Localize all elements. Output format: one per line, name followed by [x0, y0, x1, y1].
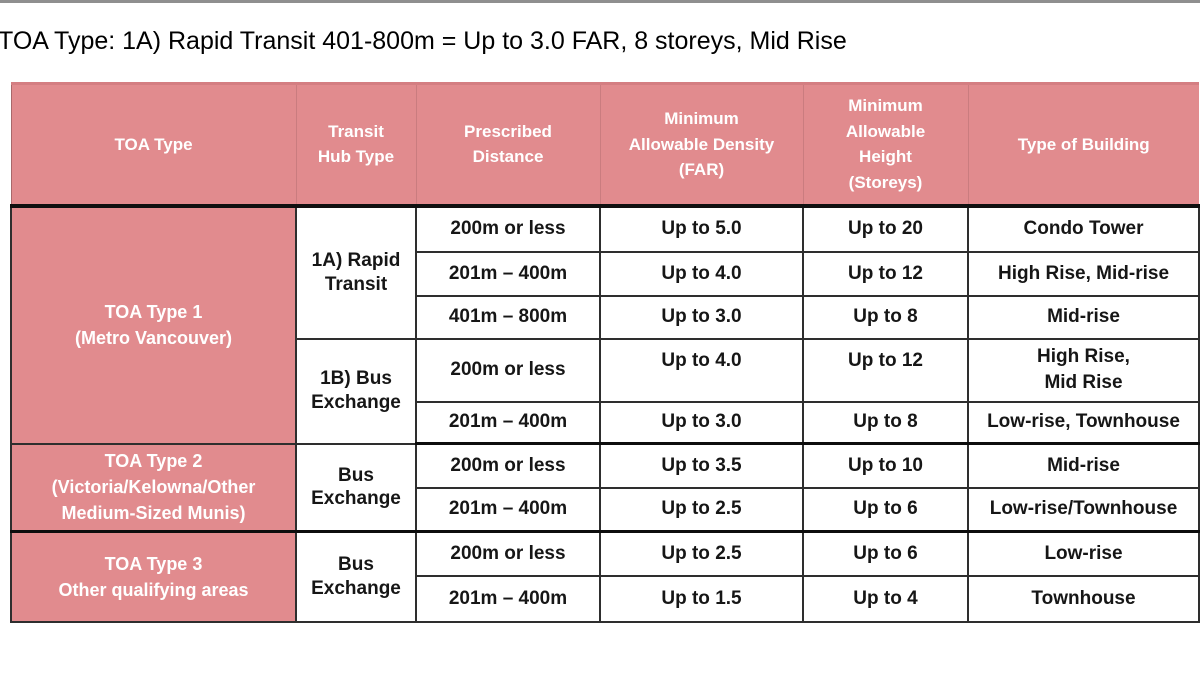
cell-toa-type-3: TOA Type 3 Other qualifying areas — [10, 530, 297, 623]
cell-height: Up to 12 — [802, 250, 969, 297]
cell-far: Up to 3.5 — [599, 442, 804, 489]
cell-distance: 201m – 400m — [415, 486, 601, 533]
header-cell-min-density: Minimum Allowable Density (FAR) — [599, 82, 803, 208]
table-row: TOA Type 3 Other qualifying areas Bus Ex… — [10, 530, 1200, 623]
cell-hub-type-2: Bus Exchange — [295, 442, 417, 533]
cell-height: Up to 8 — [802, 294, 969, 340]
cell-building: Low-rise, Townhouse — [967, 400, 1200, 445]
cell-far: Up to 4.0 — [599, 250, 804, 297]
header-cell-transit-hub-type: Transit Hub Type — [295, 82, 416, 208]
header-cell-min-height: Minimum Allowable Height (Storeys) — [802, 82, 968, 208]
table-row: 201m – 400m Up to 4.0 Up to 12 High Rise… — [11, 250, 1200, 297]
cell-distance: 200m or less — [415, 530, 601, 577]
cell-far: Up to 2.5 — [599, 530, 804, 577]
table-row: TOA Type 2 (Victoria/Kelowna/Other Mediu… — [10, 442, 1200, 533]
cell-height: Up to 4 — [802, 574, 969, 623]
cell-hub-type-3: Bus Exchange — [295, 530, 417, 623]
cell-building: Low-rise — [967, 530, 1200, 577]
header-cell-toa-type: TOA Type — [10, 82, 296, 208]
cell-hub-type-1a: 1A) Rapid Transit — [295, 204, 417, 340]
toa-table-wrapper: TOA Type Transit Hub Type Prescribed Dis… — [10, 82, 1200, 623]
cell-far: Up to 5.0 — [599, 204, 804, 253]
cell-far: Up to 4.0 — [599, 337, 804, 403]
cell-distance: 201m – 400m — [415, 400, 601, 445]
cell-height: Up to 6 — [802, 530, 969, 577]
toa-table: TOA Type Transit Hub Type Prescribed Dis… — [10, 82, 1200, 623]
cell-height: Up to 6 — [802, 486, 969, 533]
header-row: TOA Type Transit Hub Type Prescribed Dis… — [10, 82, 1199, 208]
cell-far: Up to 3.0 — [599, 294, 804, 340]
cell-far: Up to 2.5 — [599, 486, 804, 533]
cell-building: Low-rise/Townhouse — [967, 486, 1200, 533]
cell-distance: 200m or less — [415, 442, 601, 489]
page-title: TOA Type: 1A) Rapid Transit 401-800m = U… — [0, 27, 847, 55]
table-row: 401m – 800m Up to 3.0 Up to 8 Mid-rise — [11, 294, 1200, 340]
cell-building: Condo Tower — [967, 204, 1200, 253]
cell-building: Mid-rise — [967, 442, 1200, 489]
cell-toa-type-2: TOA Type 2 (Victoria/Kelowna/Other Mediu… — [10, 442, 297, 533]
top-divider — [0, 0, 1200, 3]
cell-building: High Rise, Mid-rise — [967, 250, 1200, 297]
cell-distance: 401m – 800m — [415, 294, 601, 340]
cell-height: Up to 20 — [802, 204, 969, 253]
cell-distance: 200m or less — [415, 337, 601, 403]
cell-building: High Rise, Mid Rise — [967, 337, 1200, 403]
cell-height: Up to 8 — [802, 400, 969, 445]
table-row: 201m – 400m Up to 1.5 Up to 4 Townhouse — [11, 574, 1200, 623]
table-row: 201m – 400m Up to 3.0 Up to 8 Low-rise, … — [11, 400, 1200, 445]
cell-distance: 200m or less — [415, 204, 601, 253]
table-row: 1B) Bus Exchange 200m or less Up to 4.0 … — [11, 337, 1200, 445]
cell-hub-type-1b: 1B) Bus Exchange — [295, 337, 417, 445]
header-cell-prescribed-distance: Prescribed Distance — [415, 82, 600, 208]
cell-height: Up to 12 — [802, 337, 969, 403]
cell-toa-type-1: TOA Type 1 (Metro Vancouver) — [10, 204, 297, 445]
cell-height: Up to 10 — [802, 442, 969, 489]
cell-distance: 201m – 400m — [415, 574, 601, 623]
header-cell-building-type: Type of Building — [967, 82, 1199, 208]
cell-far: Up to 3.0 — [599, 400, 804, 445]
cell-building: Townhouse — [967, 574, 1200, 623]
cell-building: Mid-rise — [967, 294, 1200, 340]
table-row: 201m – 400m Up to 2.5 Up to 6 Low-rise/T… — [11, 486, 1200, 533]
table-row: TOA Type 1 (Metro Vancouver) 1A) Rapid T… — [10, 204, 1200, 445]
cell-far: Up to 1.5 — [599, 574, 804, 623]
cell-distance: 201m – 400m — [415, 250, 601, 297]
